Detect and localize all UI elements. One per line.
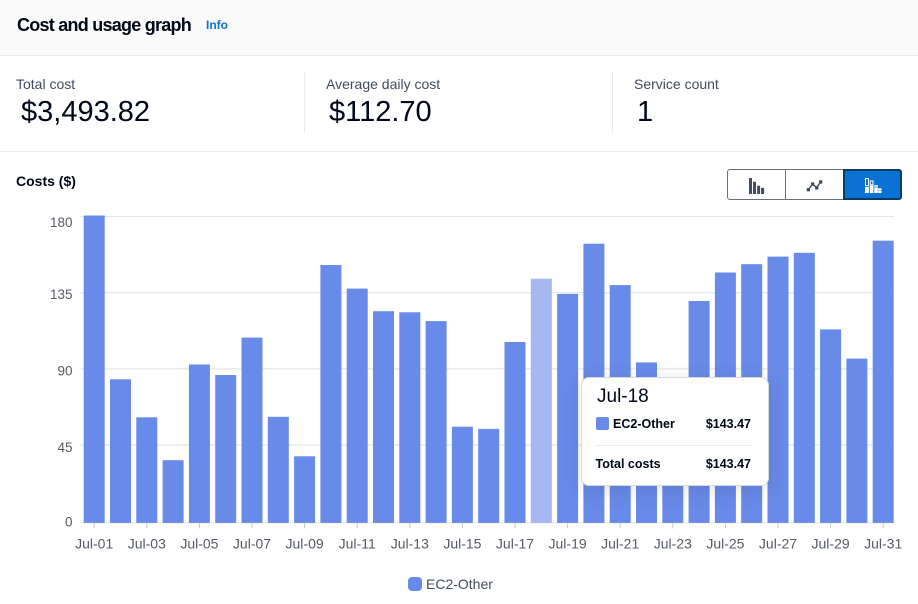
svg-text:90: 90 (57, 364, 72, 379)
svg-text:135: 135 (50, 287, 73, 302)
svg-text:Jul-21: Jul-21 (601, 536, 639, 552)
svg-text:Jul-11: Jul-11 (339, 536, 376, 552)
svg-text:Jul-19: Jul-19 (549, 536, 587, 552)
svg-text:Jul-09: Jul-09 (286, 536, 324, 552)
svg-text:Jul-13: Jul-13 (391, 536, 429, 552)
svg-text:Jul-01: Jul-01 (75, 536, 113, 552)
svg-text:0: 0 (65, 515, 73, 530)
svg-text:45: 45 (57, 440, 72, 455)
svg-text:Jul-25: Jul-25 (706, 536, 744, 552)
svg-text:180: 180 (50, 215, 73, 230)
svg-text:Jul-07: Jul-07 (233, 536, 271, 552)
svg-text:Jul-31: Jul-31 (864, 536, 902, 552)
svg-text:Jul-05: Jul-05 (180, 536, 218, 552)
svg-text:Jul-27: Jul-27 (759, 536, 797, 552)
svg-text:Jul-29: Jul-29 (812, 536, 850, 552)
svg-text:Jul-17: Jul-17 (496, 536, 534, 552)
svg-text:Jul-15: Jul-15 (443, 536, 481, 552)
svg-text:Jul-03: Jul-03 (128, 536, 166, 552)
svg-text:Jul-23: Jul-23 (654, 536, 692, 552)
